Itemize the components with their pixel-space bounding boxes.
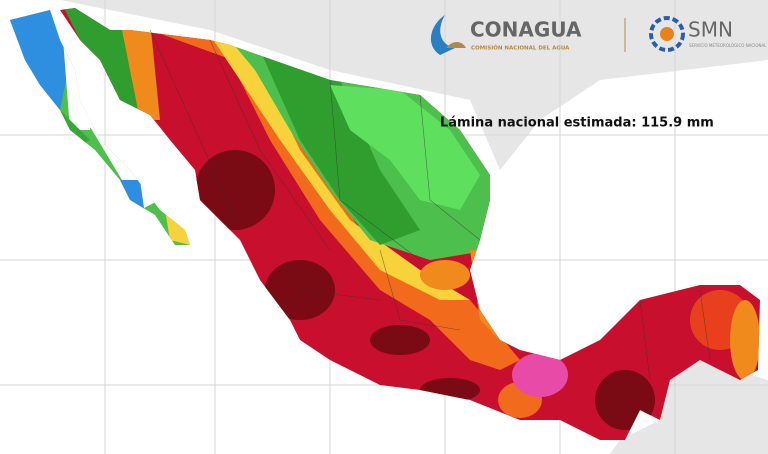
logo-subtext: SERVICIO METEOROLÓGICO NACIONAL <box>689 43 767 48</box>
central-america-land <box>610 360 768 454</box>
usa-land <box>0 0 768 170</box>
rain-band <box>370 325 430 355</box>
rain-band <box>330 85 480 210</box>
logo-icon <box>446 42 466 48</box>
logo-icon <box>649 16 685 52</box>
rain-band <box>260 50 420 245</box>
border-line <box>149 29 711 381</box>
rain-band <box>512 353 568 397</box>
state-borders <box>149 29 711 381</box>
logo-icon <box>430 15 455 55</box>
rain-band <box>730 300 760 380</box>
conagua-logo: CONAGUA COMISIÓN NACIONAL DEL AGUA <box>430 15 626 55</box>
rain-band <box>120 20 160 120</box>
rain-band <box>195 150 275 230</box>
logo-subtext: COMISIÓN NACIONAL DEL AGUA <box>471 45 570 52</box>
smn-logo: SMN SERVICIO METEOROLÓGICO NACIONAL <box>649 16 767 52</box>
logo-text: SMN <box>688 18 733 42</box>
logo-text: CONAGUA <box>470 18 582 42</box>
annotation: Lámina nacional estimada: 115.9 mm <box>440 116 714 131</box>
logo-icon <box>660 27 674 41</box>
rain-band <box>420 260 470 290</box>
